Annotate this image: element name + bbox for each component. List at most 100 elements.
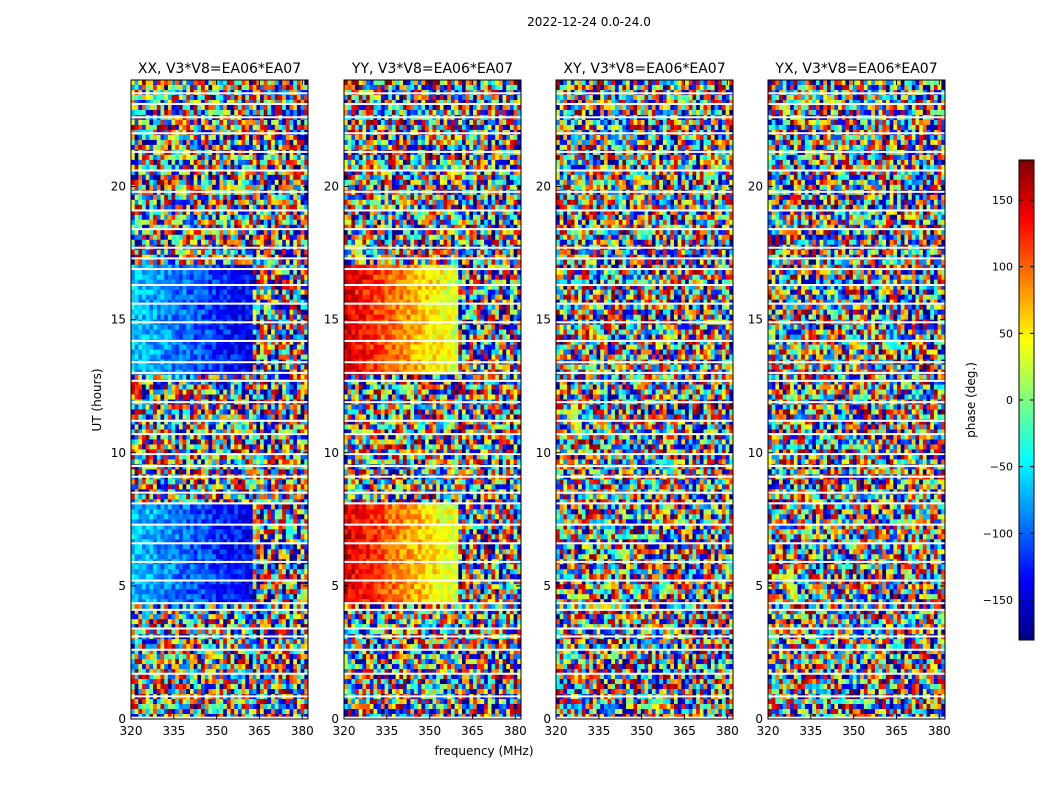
heatmap-cell bbox=[204, 469, 209, 475]
heatmap-cell bbox=[149, 389, 154, 395]
heatmap-cell bbox=[167, 279, 172, 286]
heatmap-cell bbox=[249, 229, 254, 236]
heatmap-cell bbox=[186, 404, 191, 410]
heatmap-cell bbox=[237, 184, 243, 191]
heatmap-cell bbox=[245, 519, 250, 525]
heatmap-cell bbox=[186, 259, 191, 266]
heatmap-cell bbox=[201, 289, 206, 296]
heatmap-cell bbox=[145, 334, 150, 340]
heatmap-cell bbox=[145, 374, 150, 380]
heatmap-cell bbox=[296, 134, 302, 141]
heatmap-cell bbox=[167, 309, 172, 316]
heatmap-cell bbox=[201, 194, 206, 201]
heatmap-cell bbox=[149, 564, 154, 570]
heatmap-cell bbox=[223, 484, 228, 490]
heatmap-cell bbox=[160, 404, 165, 410]
heatmap-cell bbox=[245, 204, 250, 211]
heatmap-cell bbox=[245, 269, 250, 276]
heatmap-cell bbox=[190, 284, 195, 291]
heatmap-cell bbox=[237, 274, 243, 281]
heatmap-cell bbox=[201, 274, 206, 281]
heatmap-cell bbox=[282, 574, 287, 580]
heatmap-cell bbox=[289, 584, 294, 590]
heatmap-cell bbox=[271, 334, 276, 340]
heatmap-cell bbox=[219, 224, 224, 231]
heatmap-cell bbox=[171, 384, 176, 390]
heatmap-cell bbox=[190, 264, 195, 271]
heatmap-cell bbox=[300, 514, 305, 520]
heatmap-cell bbox=[175, 459, 180, 465]
heatmap-cell bbox=[164, 584, 169, 590]
heatmap-cell bbox=[282, 549, 287, 555]
heatmap-cell bbox=[274, 84, 279, 91]
heatmap-cell bbox=[149, 104, 154, 111]
heatmap-cell bbox=[282, 229, 287, 236]
heatmap-cell bbox=[274, 169, 279, 176]
heatmap-cell bbox=[156, 209, 161, 216]
heatmap-cell bbox=[212, 454, 217, 460]
heatmap-cell bbox=[156, 524, 161, 530]
heatmap-cell bbox=[164, 164, 169, 171]
heatmap-cell bbox=[134, 94, 139, 101]
heatmap-cell bbox=[256, 544, 261, 550]
heatmap-cell bbox=[197, 364, 202, 370]
heatmap-cell bbox=[142, 284, 147, 291]
heatmap-cell bbox=[223, 589, 228, 595]
heatmap-cell bbox=[201, 99, 206, 106]
heatmap-cell bbox=[182, 109, 187, 116]
heatmap-cell bbox=[212, 109, 217, 116]
heatmap-cell bbox=[134, 419, 139, 425]
heatmap-cell bbox=[160, 519, 165, 525]
heatmap-cell bbox=[289, 94, 294, 101]
heatmap-cell bbox=[241, 564, 246, 570]
heatmap-cell bbox=[249, 184, 254, 191]
heatmap-cell bbox=[134, 304, 139, 311]
heatmap-cell bbox=[171, 274, 176, 281]
heatmap-cell bbox=[201, 444, 206, 450]
heatmap-cell bbox=[167, 384, 172, 390]
heatmap-cell bbox=[156, 229, 161, 236]
heatmap-cell bbox=[171, 594, 176, 600]
heatmap-cell bbox=[186, 284, 191, 291]
heatmap-cell bbox=[226, 379, 231, 385]
heatmap-cell bbox=[175, 409, 180, 415]
heatmap-cell bbox=[204, 594, 209, 600]
heatmap-cell bbox=[241, 534, 246, 540]
heatmap-cell bbox=[296, 434, 302, 440]
heatmap-cell bbox=[289, 194, 294, 201]
heatmap-cell bbox=[245, 539, 250, 545]
heatmap-cell bbox=[156, 379, 161, 385]
heatmap-cell bbox=[175, 159, 180, 166]
heatmap-cell bbox=[160, 104, 165, 111]
heatmap-cell bbox=[282, 139, 287, 146]
heatmap-cell bbox=[263, 499, 268, 505]
heatmap-cell bbox=[267, 229, 272, 236]
heatmap-cell bbox=[293, 524, 298, 530]
heatmap-cell bbox=[282, 529, 287, 535]
heatmap-cell bbox=[263, 529, 268, 535]
heatmap-cell bbox=[285, 304, 290, 311]
heatmap-cell bbox=[296, 584, 302, 590]
heatmap-cell bbox=[164, 209, 169, 216]
heatmap-cell bbox=[274, 324, 279, 331]
heatmap-cell bbox=[204, 259, 209, 266]
heatmap-cell bbox=[252, 409, 257, 415]
heatmap-cell bbox=[138, 494, 143, 500]
heatmap-cell bbox=[267, 384, 272, 390]
heatmap-cell bbox=[149, 124, 154, 131]
heatmap-cell bbox=[241, 439, 246, 445]
heatmap-cell bbox=[204, 154, 209, 161]
heatmap-cell bbox=[293, 564, 298, 570]
heatmap-cell bbox=[197, 154, 202, 161]
heatmap-cell bbox=[171, 374, 176, 380]
heatmap-cell bbox=[237, 439, 243, 445]
heatmap-cell bbox=[252, 514, 257, 520]
heatmap-cell bbox=[171, 234, 176, 241]
heatmap-cell bbox=[285, 379, 290, 385]
heatmap-cell bbox=[197, 409, 202, 415]
heatmap-cell bbox=[204, 569, 209, 575]
heatmap-cell bbox=[293, 484, 298, 490]
heatmap-cell bbox=[201, 469, 206, 475]
heatmap-cell bbox=[164, 194, 169, 201]
heatmap-cell bbox=[142, 159, 147, 166]
